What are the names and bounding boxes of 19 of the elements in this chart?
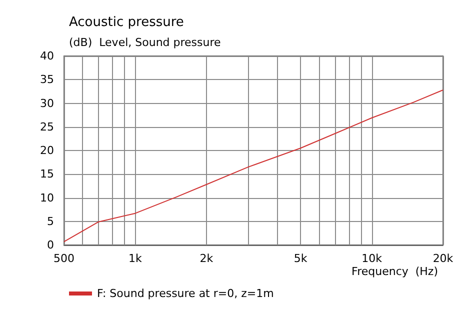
y-tick-label: 20 xyxy=(40,144,54,157)
y-tick-label: 0 xyxy=(47,238,54,252)
legend-label: F: Sound pressure at r=0, z=1m xyxy=(97,287,274,300)
y-tick-label: 35 xyxy=(40,73,54,86)
x-axis-title: Frequency (Hz) xyxy=(352,265,438,278)
y-tick-label: 30 xyxy=(40,96,54,110)
x-tick-label: 1k xyxy=(128,252,143,265)
x-tick-label: 5k xyxy=(294,252,308,265)
x-tick-label: 500 xyxy=(54,252,74,265)
chart-title: Acoustic pressure xyxy=(69,15,184,30)
y-tick-label: 25 xyxy=(40,120,54,134)
y-tick-label: 15 xyxy=(40,168,54,181)
y-axis-title: (dB) Level, Sound pressure xyxy=(69,36,222,49)
y-tick-label: 5 xyxy=(47,214,54,228)
x-tick-label: 2k xyxy=(200,252,214,265)
y-tick-label: 40 xyxy=(40,50,54,62)
y-tick-label: 10 xyxy=(40,191,54,204)
x-tick-label: 20k xyxy=(432,252,454,265)
x-tick-label: 10k xyxy=(362,252,383,265)
